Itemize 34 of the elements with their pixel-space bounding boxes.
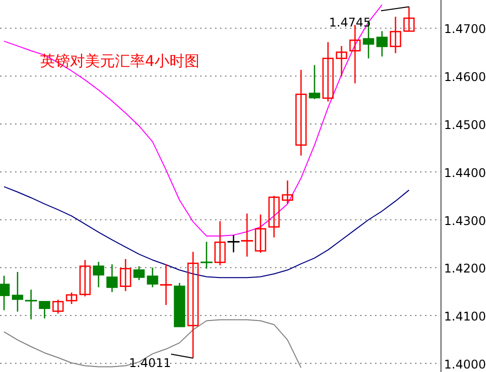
y-tick-label: 1.4700 <box>444 22 486 36</box>
y-tick-label: 1.4200 <box>444 262 486 276</box>
candlestick <box>66 292 78 305</box>
candlestick <box>38 300 50 320</box>
candlestick <box>12 271 24 312</box>
y-tick-label: 1.4500 <box>444 118 486 132</box>
candlestick <box>254 214 266 254</box>
candlestick <box>120 258 132 292</box>
candlestick <box>322 41 334 102</box>
line-series <box>4 4 383 237</box>
line-series <box>4 186 410 278</box>
candlestick <box>187 251 199 359</box>
candlestick <box>282 180 294 204</box>
y-tick-label: 1.4100 <box>444 310 486 324</box>
candlestick <box>92 261 104 288</box>
candlestick <box>390 16 402 54</box>
y-tick-label: 1.4300 <box>444 214 486 228</box>
candlestick <box>214 220 226 266</box>
candlestick <box>403 6 415 32</box>
candlestick <box>79 259 91 298</box>
candlestick <box>106 264 118 293</box>
candlestick <box>308 64 320 100</box>
candlestick <box>295 69 307 156</box>
text: 英镑对美元汇率4小时图 <box>40 52 200 70</box>
candlestick <box>52 299 64 314</box>
candlestick <box>376 30 388 58</box>
annotation: 1.4011 <box>129 356 172 370</box>
candlestick <box>268 195 280 238</box>
candlestick <box>133 266 145 281</box>
candlestick <box>146 266 158 288</box>
candlestick <box>336 45 348 78</box>
y-tick-label: 1.4000 <box>444 357 486 372</box>
y-tick-label: 1.4600 <box>444 70 486 84</box>
y-tick-label: 1.4400 <box>444 166 486 180</box>
